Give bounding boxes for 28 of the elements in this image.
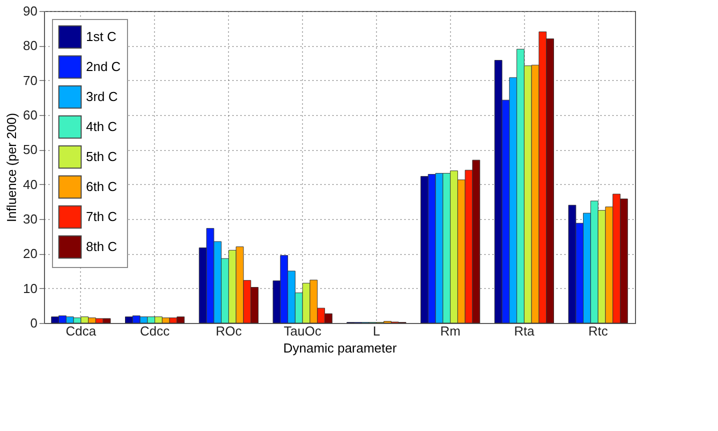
x-tick-label: Cdcc bbox=[140, 324, 170, 338]
y-axis-title: Influence (per 200) bbox=[4, 112, 20, 222]
x-tick-label: Rtc bbox=[588, 324, 608, 338]
y-tick-label: 10 bbox=[23, 280, 38, 296]
y-tick-label: 70 bbox=[23, 72, 38, 88]
y-tick-label: 20 bbox=[23, 246, 38, 262]
y-tick-label: 50 bbox=[23, 142, 38, 158]
legend-label: 5th C bbox=[86, 149, 118, 164]
x-tick-label: ROc bbox=[216, 324, 242, 338]
legend-label: 8th C bbox=[86, 239, 118, 254]
legend-label: 3rd C bbox=[86, 89, 118, 104]
y-tick-label: 80 bbox=[23, 38, 38, 54]
x-tick-label: TauOc bbox=[284, 324, 322, 338]
x-tick-label: Rm bbox=[440, 324, 460, 338]
x-tick-label: Rta bbox=[514, 324, 536, 338]
y-tick-label: 90 bbox=[23, 4, 38, 18]
legend-label: 4th C bbox=[86, 119, 118, 134]
legend-label: 7th C bbox=[86, 209, 118, 224]
y-tick-label: 0 bbox=[30, 316, 38, 330]
legend-label: 2nd C bbox=[86, 59, 121, 74]
y-tick-label: 60 bbox=[23, 108, 38, 122]
x-tick-label: Cdca bbox=[66, 324, 97, 338]
x-tick-label: L bbox=[372, 324, 380, 338]
x-axis-title: Dynamic parameter bbox=[283, 340, 398, 356]
y-tick-label: 40 bbox=[23, 176, 38, 192]
legend-label: 6th C bbox=[86, 179, 118, 194]
legend-label: 1st C bbox=[86, 29, 116, 44]
y-tick-label: 30 bbox=[23, 212, 38, 226]
